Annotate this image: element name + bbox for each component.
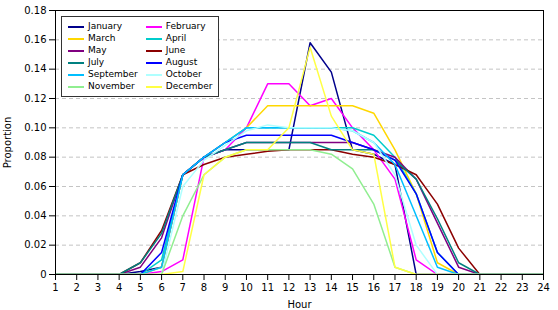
svg-text:10: 10	[240, 282, 253, 293]
svg-text:0.06: 0.06	[24, 181, 46, 192]
html-text:May: May	[88, 45, 107, 55]
svg-text:9: 9	[222, 282, 228, 293]
svg-text:16: 16	[367, 282, 380, 293]
svg-text:18: 18	[410, 282, 423, 293]
svg-text:Proportion: Proportion	[2, 117, 13, 169]
svg-text:15: 15	[346, 282, 359, 293]
svg-text:0.18: 0.18	[24, 5, 46, 16]
html-text:June: June	[165, 45, 186, 55]
svg-text:3: 3	[95, 282, 101, 293]
svg-text:11: 11	[261, 282, 274, 293]
svg-text:0.12: 0.12	[24, 93, 46, 104]
svg-text:14: 14	[325, 282, 338, 293]
html-text:July: July	[88, 57, 105, 67]
html-text:April: April	[165, 33, 187, 43]
svg-text:Hour: Hour	[287, 299, 312, 310]
html-text:February: February	[165, 21, 206, 31]
svg-text:8: 8	[201, 282, 207, 293]
svg-text:17: 17	[389, 282, 402, 293]
svg-text:5: 5	[137, 282, 143, 293]
svg-text:0.16: 0.16	[24, 34, 46, 45]
svg-text:0.10: 0.10	[24, 122, 46, 133]
html-text:September: September	[88, 69, 138, 79]
svg-text:23: 23	[516, 282, 529, 293]
svg-text:19: 19	[431, 282, 444, 293]
svg-text:7: 7	[180, 282, 186, 293]
svg-text:0.08: 0.08	[24, 151, 46, 162]
svg-text:0: 0	[40, 269, 46, 280]
svg-text:2: 2	[74, 282, 80, 293]
svg-text:0.02: 0.02	[24, 239, 46, 250]
svg-text:4: 4	[116, 282, 122, 293]
html-text:March: March	[88, 33, 116, 43]
svg-text:13: 13	[304, 282, 317, 293]
html-text:December: December	[165, 81, 213, 91]
svg-text:6: 6	[158, 282, 164, 293]
svg-text:0.04: 0.04	[24, 210, 46, 221]
svg-text:21: 21	[473, 282, 486, 293]
svg-text:0.14: 0.14	[24, 63, 46, 74]
svg-text:12: 12	[283, 282, 296, 293]
svg-text:1: 1	[52, 282, 58, 293]
html-text:January: January	[88, 21, 123, 31]
svg-text:22: 22	[495, 282, 508, 293]
html-text:November: November	[88, 81, 135, 91]
svg-text:24: 24	[537, 282, 550, 293]
svg-text:20: 20	[452, 282, 465, 293]
html-text:August: August	[165, 57, 198, 67]
html-text:October: October	[165, 69, 202, 79]
